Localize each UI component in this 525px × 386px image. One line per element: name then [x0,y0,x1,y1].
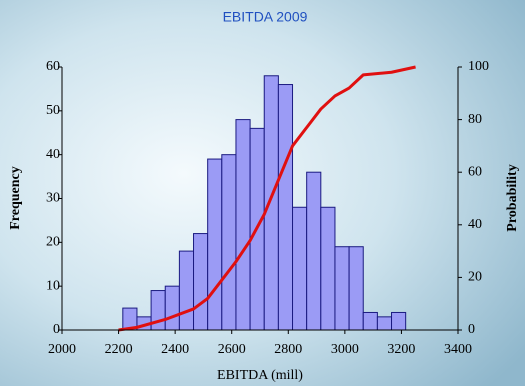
y2-tick-label: 40 [468,217,482,232]
chart-title: EBITDA 2009 [223,9,308,25]
y-tick-label: 30 [46,191,60,206]
y2-tick-label: 60 [468,164,482,179]
bar [194,234,208,330]
y-tick-label: 60 [46,59,60,74]
x-tick-label: 2400 [161,342,189,357]
y-tick-label: 0 [53,322,60,337]
y2-tick-label: 100 [468,59,489,74]
bar [293,207,307,330]
x-tick-label: 2000 [48,342,76,357]
y-tick-label: 50 [46,103,60,118]
y-tick-label: 20 [46,235,60,250]
bar [165,286,179,330]
bar [377,317,391,330]
bar [363,312,377,330]
x-tick-label: 2600 [218,342,246,357]
bar [222,155,236,330]
x-tick-label: 3000 [331,342,359,357]
x-tick-label: 2200 [105,342,133,357]
bar [179,251,193,330]
y2-tick-label: 20 [468,270,482,285]
chart: EBITDA 2009 EBITDA (mill) Frequency Prob… [0,0,525,386]
x-tick-label: 3200 [387,342,415,357]
bar [236,120,250,330]
y-axis-label: Frequency [8,166,23,230]
y2-axis-label: Probability [505,164,520,231]
x-tick-label: 2800 [274,342,302,357]
y2-tick-label: 80 [468,112,482,127]
bar [321,207,335,330]
x-axis-label: EBITDA (mill) [217,368,303,383]
x-tick-label: 3400 [444,342,472,357]
bar [307,172,321,330]
bar [335,247,349,330]
bar [349,247,363,330]
y-tick-label: 40 [46,147,60,162]
bar [208,159,222,330]
y-tick-label: 10 [46,278,60,293]
bar [392,312,406,330]
y2-tick-label: 0 [468,322,475,337]
bar [264,76,278,330]
bar [278,85,292,330]
